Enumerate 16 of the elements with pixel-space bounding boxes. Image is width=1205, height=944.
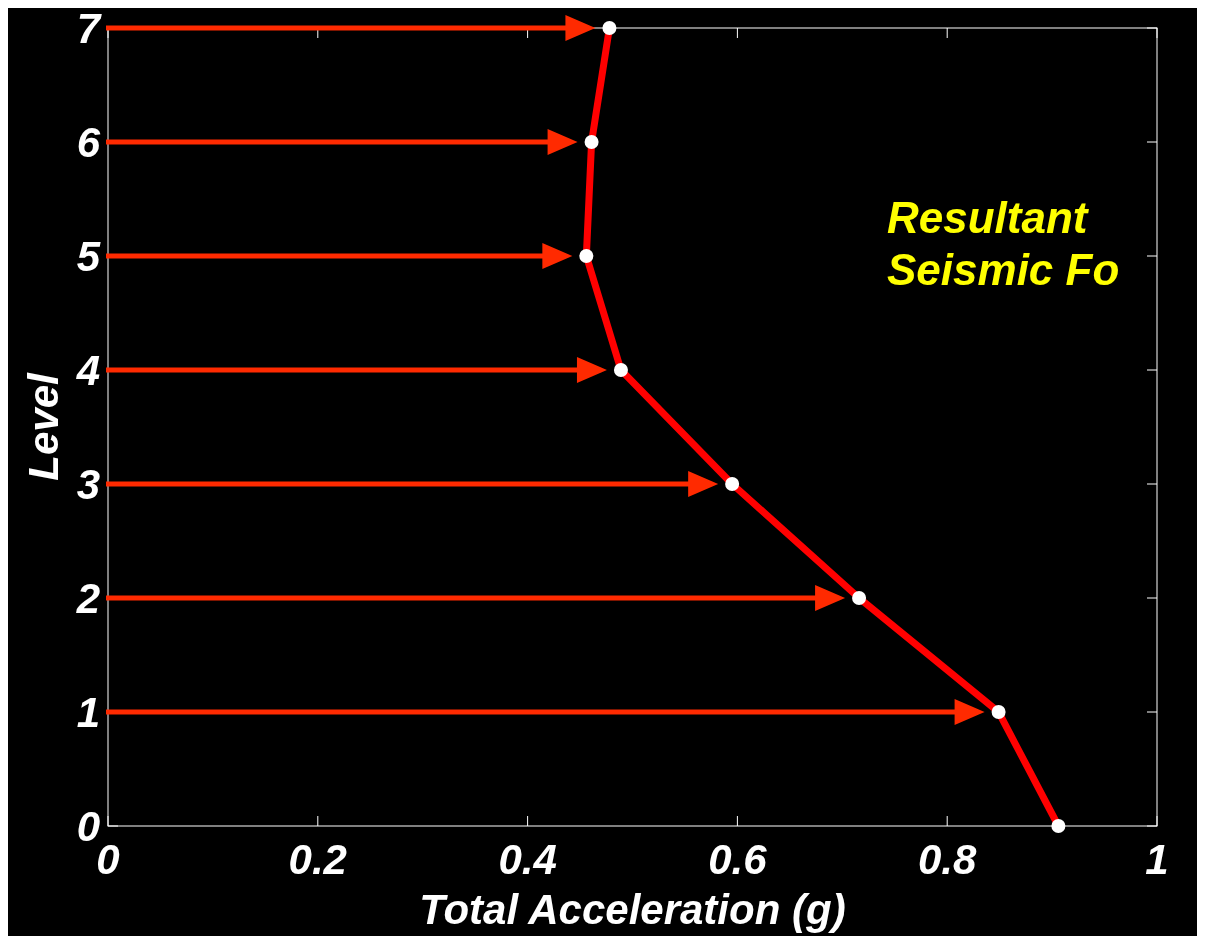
y-tick-label: 4 (75, 347, 100, 394)
x-tick-label: 0.6 (708, 836, 768, 883)
y-tick-label: 0 (76, 803, 100, 850)
x-tick-label: 0.4 (498, 836, 557, 883)
x-axis-title: Total Acceleration (g) (419, 886, 846, 933)
y-tick-label: 2 (75, 575, 100, 622)
y-tick-label: 7 (76, 5, 102, 52)
y-axis-title: Level (20, 371, 67, 481)
x-tick-label: 1 (1145, 836, 1169, 883)
y-tick-label: 1 (76, 689, 100, 736)
y-tick-label: 6 (76, 119, 101, 166)
x-tick-label: 0.8 (918, 836, 978, 883)
y-tick-label: 5 (76, 233, 101, 280)
y-tick-label: 3 (76, 461, 100, 508)
x-tick-label: 0.2 (288, 836, 347, 883)
annotation: Resultant Seismic Fo (887, 193, 1120, 295)
